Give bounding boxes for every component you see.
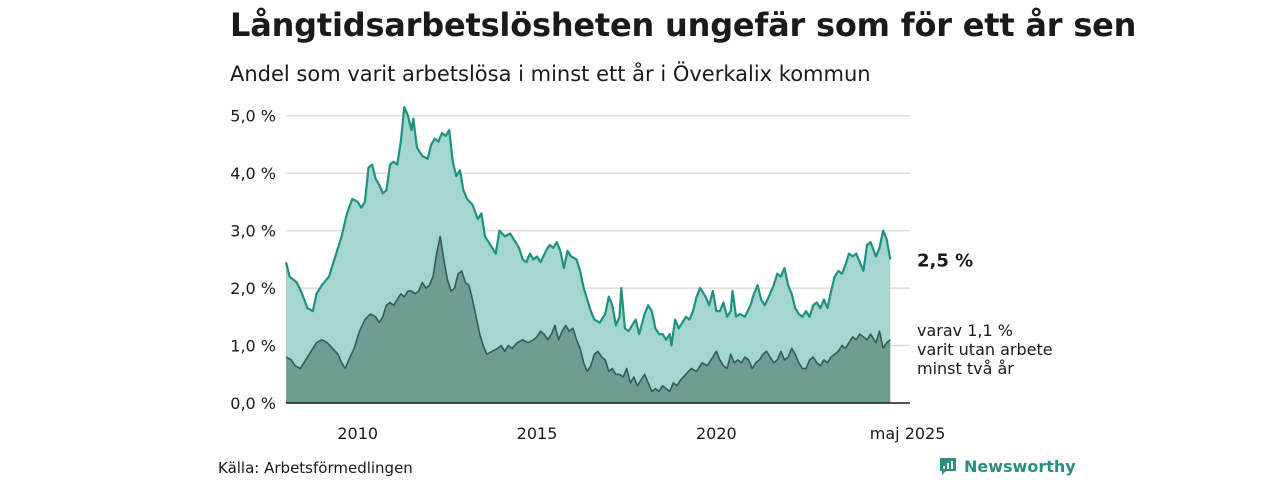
chart-axis: 0,0 % 1,0 % 2,0 % 3,0 % 4,0 % 5,0 % 2010 2015 20…: [230, 107, 945, 443]
x-tick-label: 2020: [696, 424, 737, 443]
chart-areas: [284, 106, 892, 403]
y-tick-label: 1,0 %: [230, 337, 276, 356]
x-tick-label: maj 2025: [870, 424, 946, 443]
newsworthy-logo-icon: [940, 458, 956, 475]
brand-name: Newsworthy: [964, 456, 1076, 476]
x-tick-label: 2010: [337, 424, 378, 443]
end-label-long-line: varit utan arbete: [917, 340, 1053, 359]
series-line-long: [285, 235, 891, 393]
y-tick-label: 0,0 %: [230, 394, 276, 413]
x-tick-label: 2015: [517, 424, 558, 443]
y-tick-label: 3,0 %: [230, 222, 276, 241]
y-tick-label: 5,0 %: [230, 107, 276, 126]
brand-logo[interactable]: Newsworthy: [938, 456, 1076, 476]
y-tick-label: 4,0 %: [230, 164, 276, 183]
page-title: Långtidsarbetslösheten ungefär som för e…: [230, 6, 1137, 44]
end-label-long-line: minst två år: [917, 359, 1014, 378]
y-tick-label: 2,0 %: [230, 279, 276, 298]
end-label-long-line: varav 1,1 %: [917, 321, 1013, 340]
end-label-total: 2,5 %: [917, 250, 973, 271]
series-line-total: [284, 106, 892, 347]
page-subtitle: Andel som varit arbetslösa i minst ett å…: [230, 62, 871, 86]
source-note: Källa: Arbetsförmedlingen: [218, 459, 413, 477]
